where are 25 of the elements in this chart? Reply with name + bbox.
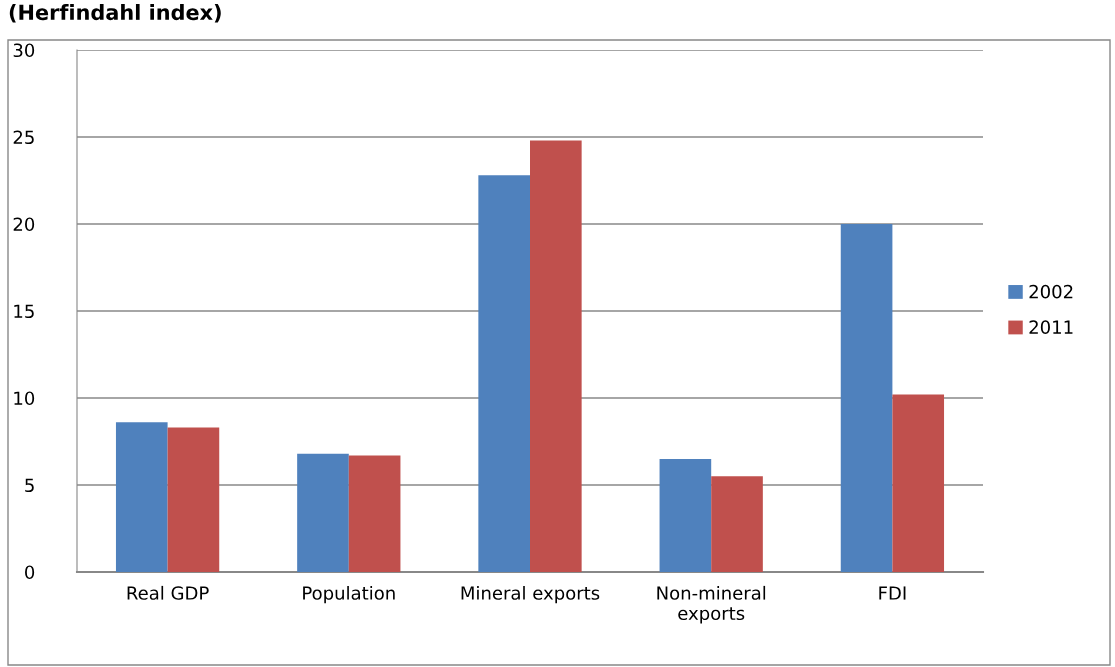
legend-label: 2011 (1029, 320, 1073, 334)
y-tick-label: 0 (25, 565, 35, 580)
y-tick-label: 15 (14, 304, 34, 319)
x-tick-label: Non-mineral exports (657, 585, 766, 624)
bar (840, 224, 893, 572)
bar (115, 422, 168, 572)
bar (297, 453, 349, 572)
y-tick-label: 25 (13, 130, 34, 145)
x-tick-label: Mineral exports (461, 585, 600, 604)
x-tick-label: Real GDP (127, 585, 209, 600)
bar (348, 455, 401, 572)
legend-label: 2002 (1029, 284, 1073, 299)
bar (167, 427, 220, 572)
x-tick-label: FDI (879, 586, 906, 600)
bar (478, 175, 530, 572)
bar (659, 458, 712, 572)
y-tick-label: 5 (25, 478, 34, 493)
y-tick-label: 10 (14, 391, 35, 406)
bar (711, 476, 763, 572)
bar (530, 140, 582, 572)
x-tick-label: Population (303, 585, 395, 604)
bar (892, 394, 945, 572)
chart-title: (Herfindahl index) (9, 4, 221, 23)
y-tick-label: 20 (13, 217, 35, 232)
y-tick-label: 30 (13, 43, 35, 58)
